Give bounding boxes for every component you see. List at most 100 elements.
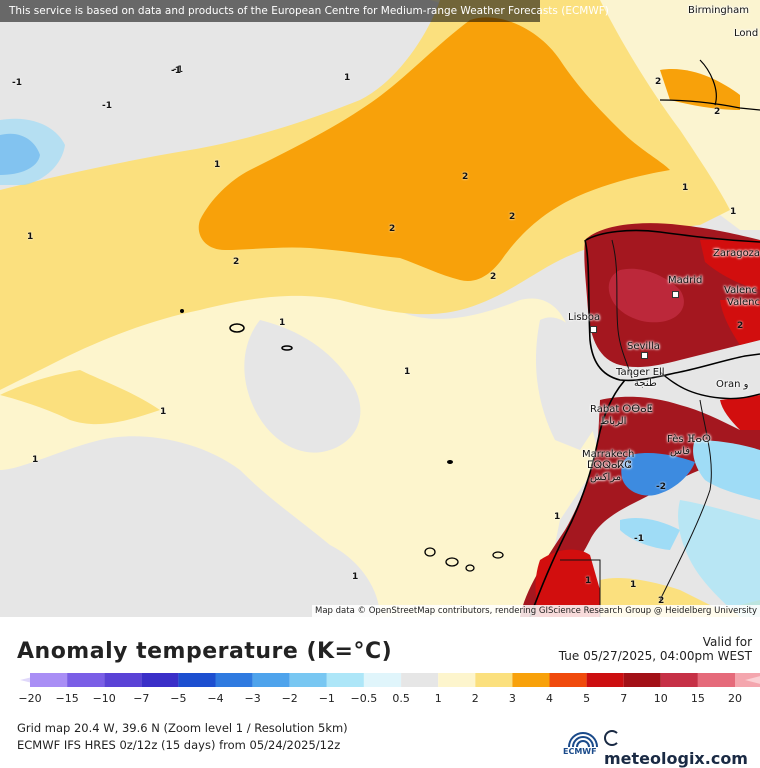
contour-label: 1 <box>214 160 221 170</box>
legend-swatch <box>215 673 253 687</box>
contour-label: -1 <box>102 101 112 111</box>
city-label-london: Lond <box>734 28 759 39</box>
city-label-tanger: Tanger Ell <box>616 367 665 378</box>
contour-label: -1 <box>173 65 183 75</box>
grid-info: Grid map 20.4 W, 39.6 N (Zoom level 1 / … <box>17 721 348 735</box>
contour-label: 1 <box>160 407 167 417</box>
contour-label: 1 <box>630 580 637 590</box>
city-marker <box>590 326 597 333</box>
legend-tick-label: 5 <box>583 692 590 705</box>
contour-label: 1 <box>682 183 689 193</box>
city-label-tanger-ar: طنجة <box>634 378 657 389</box>
contour-label: 2 <box>462 172 469 182</box>
city-label-marrakech-tf: ⵎⵕⵕⴰⴽⵛ <box>587 460 632 471</box>
city-label-valencia-2: Valenc <box>727 297 760 308</box>
contour-label: 2 <box>490 272 497 282</box>
contour-label: 1 <box>27 232 34 242</box>
contour-label: 1 <box>344 73 351 83</box>
legend-swatch <box>401 673 439 687</box>
contour-label: 2 <box>737 321 744 331</box>
contour-label: 1 <box>585 576 592 586</box>
legend-tick-label: 15 <box>691 692 705 705</box>
legend-bar: −20 −15 −10 −7 −5 −4 −3 −2 −1 −0.5 0.5 1 2 3 4 5 7 10 15 20 <box>18 673 760 705</box>
legend-tick-label: −7 <box>133 692 149 705</box>
legend-swatch <box>30 673 68 687</box>
legend-tick-label: −2 <box>282 692 298 705</box>
contour-label: 2 <box>509 212 516 222</box>
run-info: ECMWF IFS HRES 0z/12z (15 days) from 05/… <box>17 738 341 752</box>
ecmwf-logo-icon <box>568 732 598 748</box>
legend-swatch <box>438 673 476 687</box>
anomaly-field <box>0 0 760 617</box>
city-label-fes: Fès ⴼⴰⵙ <box>667 434 711 445</box>
city-label-rabat-ar: الرباط <box>600 416 627 427</box>
city-label-zaragoza: Zaragoza <box>713 248 760 259</box>
city-label-madrid: Madrid <box>668 275 703 286</box>
legend-tick-label: −3 <box>244 692 260 705</box>
brand-name: meteologix.com <box>604 749 748 768</box>
city-label-valencia: Valenc <box>724 285 757 296</box>
legend-swatch <box>252 673 290 687</box>
contour-label: 1 <box>730 207 737 217</box>
legend-tick-label: 7 <box>620 692 627 705</box>
legend-tick-label: −4 <box>207 692 223 705</box>
legend-tick-label: 1 <box>435 692 442 705</box>
legend-tick-label: 10 <box>654 692 668 705</box>
legend-tick-label: 2 <box>472 692 479 705</box>
contour-label: 2 <box>233 257 240 267</box>
city-label-marrakech: Marrakech <box>582 449 635 460</box>
contour-label: 1 <box>352 572 359 582</box>
ecmwf-label: ECMWF <box>563 747 597 756</box>
legend-swatch <box>549 673 587 687</box>
legend-swatch <box>586 673 624 687</box>
legend-tick-label: 4 <box>546 692 553 705</box>
contour-label: 1 <box>279 318 286 328</box>
legend-tick-label: −1 <box>319 692 335 705</box>
contour-label: 2 <box>389 224 396 234</box>
legend-swatch <box>512 673 550 687</box>
city-label-oran: Oran و <box>716 379 749 390</box>
legend-swatch <box>289 673 327 687</box>
contour-label: 1 <box>404 367 411 377</box>
city-label-sevilla: Sevilla <box>627 341 660 352</box>
legend-swatch <box>178 673 216 687</box>
brand-logo[interactable]: meteologix.com <box>604 730 760 768</box>
legend-swatch <box>326 673 364 687</box>
legend-tick-label: 0.5 <box>392 692 410 705</box>
legend-swatch <box>104 673 142 687</box>
brand-icon <box>604 730 620 746</box>
map-attribution[interactable]: Map data © OpenStreetMap contributors, r… <box>312 605 760 617</box>
city-label-rabat: Rabat ⵔⴱⴰⵟ <box>590 404 653 415</box>
city-marker <box>672 291 679 298</box>
contour-label: 1 <box>32 455 39 465</box>
city-marker <box>641 352 648 359</box>
city-label-lisboa: Lisboa <box>568 312 601 323</box>
contour-label: 2 <box>655 77 662 87</box>
legend-swatch <box>660 673 698 687</box>
legend-swatch <box>363 673 401 687</box>
contour-label: -1 <box>12 78 22 88</box>
city-label-marrakech-ar: مراكش <box>590 472 622 483</box>
legend-tick-label: 20 <box>728 692 742 705</box>
legend-arrow-high <box>745 676 760 684</box>
valid-label: Valid for <box>702 635 752 649</box>
contour-label: 2 <box>658 596 665 606</box>
ecmwf-notice: This service is based on data and produc… <box>0 0 609 22</box>
legend-tick-label: −5 <box>170 692 186 705</box>
legend-tick-label: −15 <box>55 692 78 705</box>
map-view[interactable]: -1 -1 -1 -1 1 1 1 1 1 1 1 1 1 1 1 2 2 2 … <box>0 0 760 617</box>
legend-swatch <box>67 673 105 687</box>
legend-tick-label: −10 <box>93 692 116 705</box>
contour-label: -1 <box>171 66 181 76</box>
map-title: Anomaly temperature (K=°C) <box>17 639 393 664</box>
contour-label: 1 <box>554 512 561 522</box>
legend-panel: Anomaly temperature (K=°C) Valid for Tue… <box>0 617 760 768</box>
legend-swatch <box>623 673 661 687</box>
color-legend: −20 −15 −10 −7 −5 −4 −3 −2 −1 −0.5 0.5 1 2 3 4 5 7 10 15 20 <box>0 669 760 709</box>
legend-swatch <box>141 673 179 687</box>
valid-time: Tue 05/27/2025, 04:00pm WEST <box>558 649 752 663</box>
legend-swatch <box>475 673 513 687</box>
legend-tick-label: −20 <box>18 692 41 705</box>
contour-label: 2 <box>714 107 721 117</box>
legend-tick-label: −0.5 <box>351 692 378 705</box>
